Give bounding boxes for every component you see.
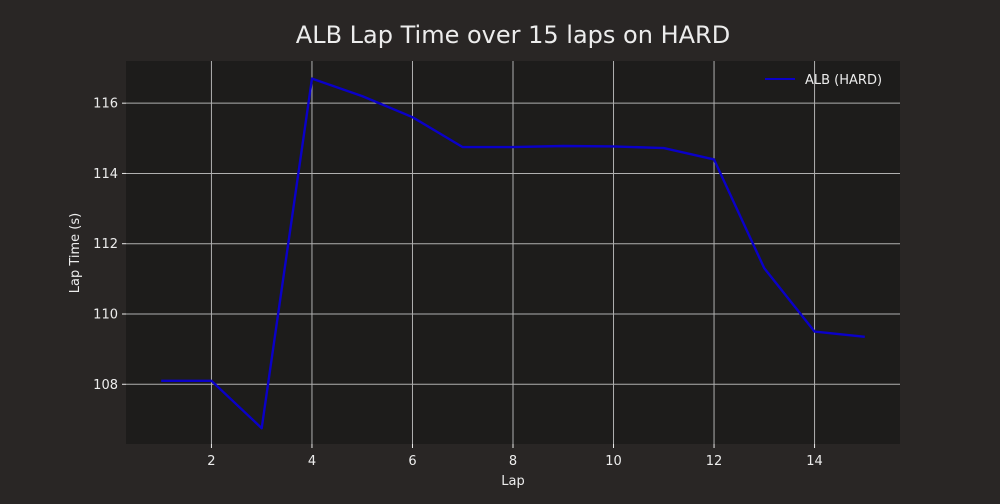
x-tick-label: 8 xyxy=(509,454,517,469)
y-tick-label: 108 xyxy=(93,378,118,393)
chart-title: ALB Lap Time over 15 laps on HARD xyxy=(296,21,730,49)
y-tick-label: 110 xyxy=(93,307,118,322)
x-tick-label: 4 xyxy=(308,454,316,469)
x-axis-label: Lap xyxy=(501,474,524,489)
y-axis-label: Lap Time (s) xyxy=(68,213,83,293)
y-tick-label: 116 xyxy=(93,97,118,112)
x-tick-label: 10 xyxy=(605,454,622,469)
x-tick-label: 2 xyxy=(207,454,215,469)
y-tick-label: 114 xyxy=(93,167,118,182)
legend-label-alb-hard: ALB (HARD) xyxy=(805,73,882,88)
x-tick-label: 14 xyxy=(806,454,823,469)
y-tick-label: 112 xyxy=(93,237,118,252)
x-tick-label: 6 xyxy=(408,454,416,469)
x-tick-label: 12 xyxy=(706,454,723,469)
y-axis-ticks: 108 110 112 114 116 xyxy=(93,97,126,393)
x-axis-ticks: 2 4 6 8 10 12 14 xyxy=(207,444,823,469)
